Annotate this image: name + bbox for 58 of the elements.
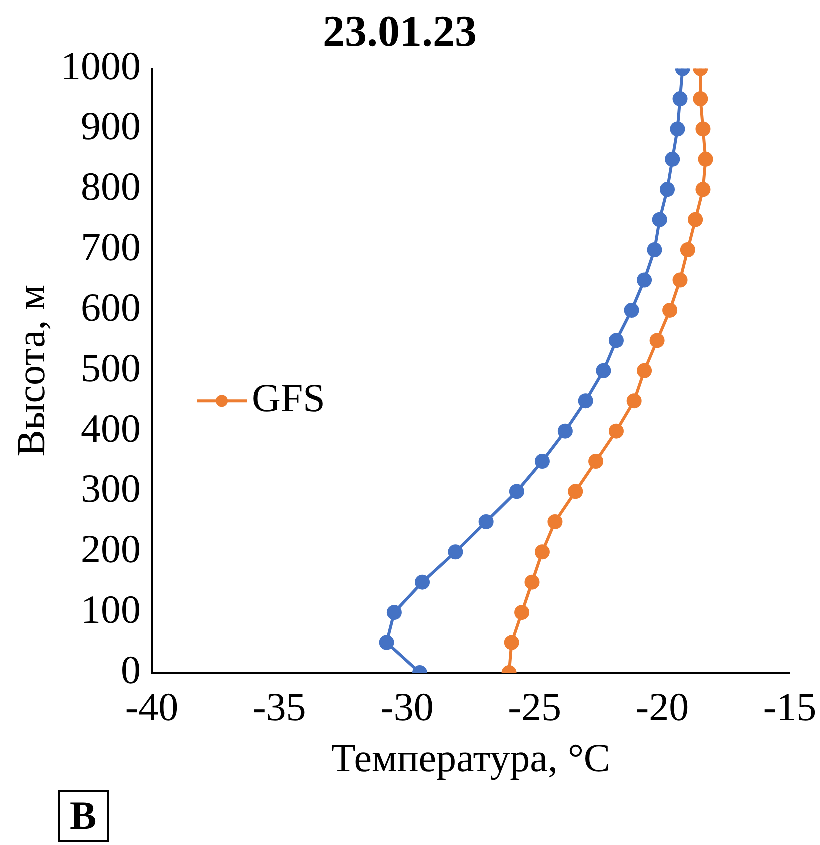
point: [578, 394, 594, 409]
x-tick-label: -25: [508, 684, 562, 730]
x-axis-title: Температура, °C: [331, 736, 611, 780]
point: [624, 302, 640, 318]
point: [588, 454, 604, 470]
point: [524, 574, 540, 590]
y-tick-label: 600: [81, 284, 141, 330]
point: [696, 182, 711, 198]
point: [379, 635, 394, 650]
y-tick-label: 800: [81, 164, 141, 210]
point: [693, 92, 708, 107]
legend-label: GFS: [252, 376, 326, 421]
x-tick-label: -20: [636, 684, 690, 730]
point: [504, 635, 520, 650]
x-tick-label: -35: [252, 684, 306, 730]
point: [672, 92, 688, 107]
chart-title: 23.01.23: [323, 6, 477, 56]
y-tick-label: 500: [81, 345, 141, 390]
point: [415, 574, 430, 590]
point: [568, 484, 584, 500]
point: [696, 122, 711, 137]
point: [688, 212, 704, 228]
y-axis-title: Высота, м: [8, 284, 54, 457]
point: [637, 272, 652, 288]
x-tick-label: -15: [763, 684, 817, 730]
text: В: [58, 790, 109, 842]
point: [478, 514, 494, 530]
point: [672, 272, 688, 288]
point: [650, 333, 665, 348]
y-tick-label: 400: [81, 406, 141, 451]
y-tick-label: 200: [81, 526, 141, 572]
point: [448, 544, 464, 560]
point: [626, 394, 642, 409]
point: [665, 152, 680, 167]
x-tick-label: -30: [380, 684, 434, 730]
point: [680, 242, 696, 258]
point: [698, 152, 714, 167]
point: [670, 122, 686, 137]
point: [637, 363, 652, 378]
point: [534, 544, 550, 560]
y-tick-label: 300: [81, 466, 141, 512]
point: [558, 424, 573, 439]
y-tick-label: 1000: [61, 43, 141, 88]
point: [662, 302, 678, 318]
point: [548, 514, 563, 530]
point: [386, 605, 402, 620]
y-tick-label: 100: [81, 587, 141, 632]
point: [596, 363, 612, 378]
point: [514, 605, 530, 620]
y-tick-label: 700: [81, 224, 141, 270]
point: [647, 242, 662, 258]
point: [652, 212, 668, 228]
point: [608, 333, 624, 348]
point: [660, 182, 676, 198]
point: [534, 454, 550, 470]
point: [608, 424, 624, 439]
point: [509, 484, 524, 500]
y-tick-label: 900: [81, 104, 141, 149]
